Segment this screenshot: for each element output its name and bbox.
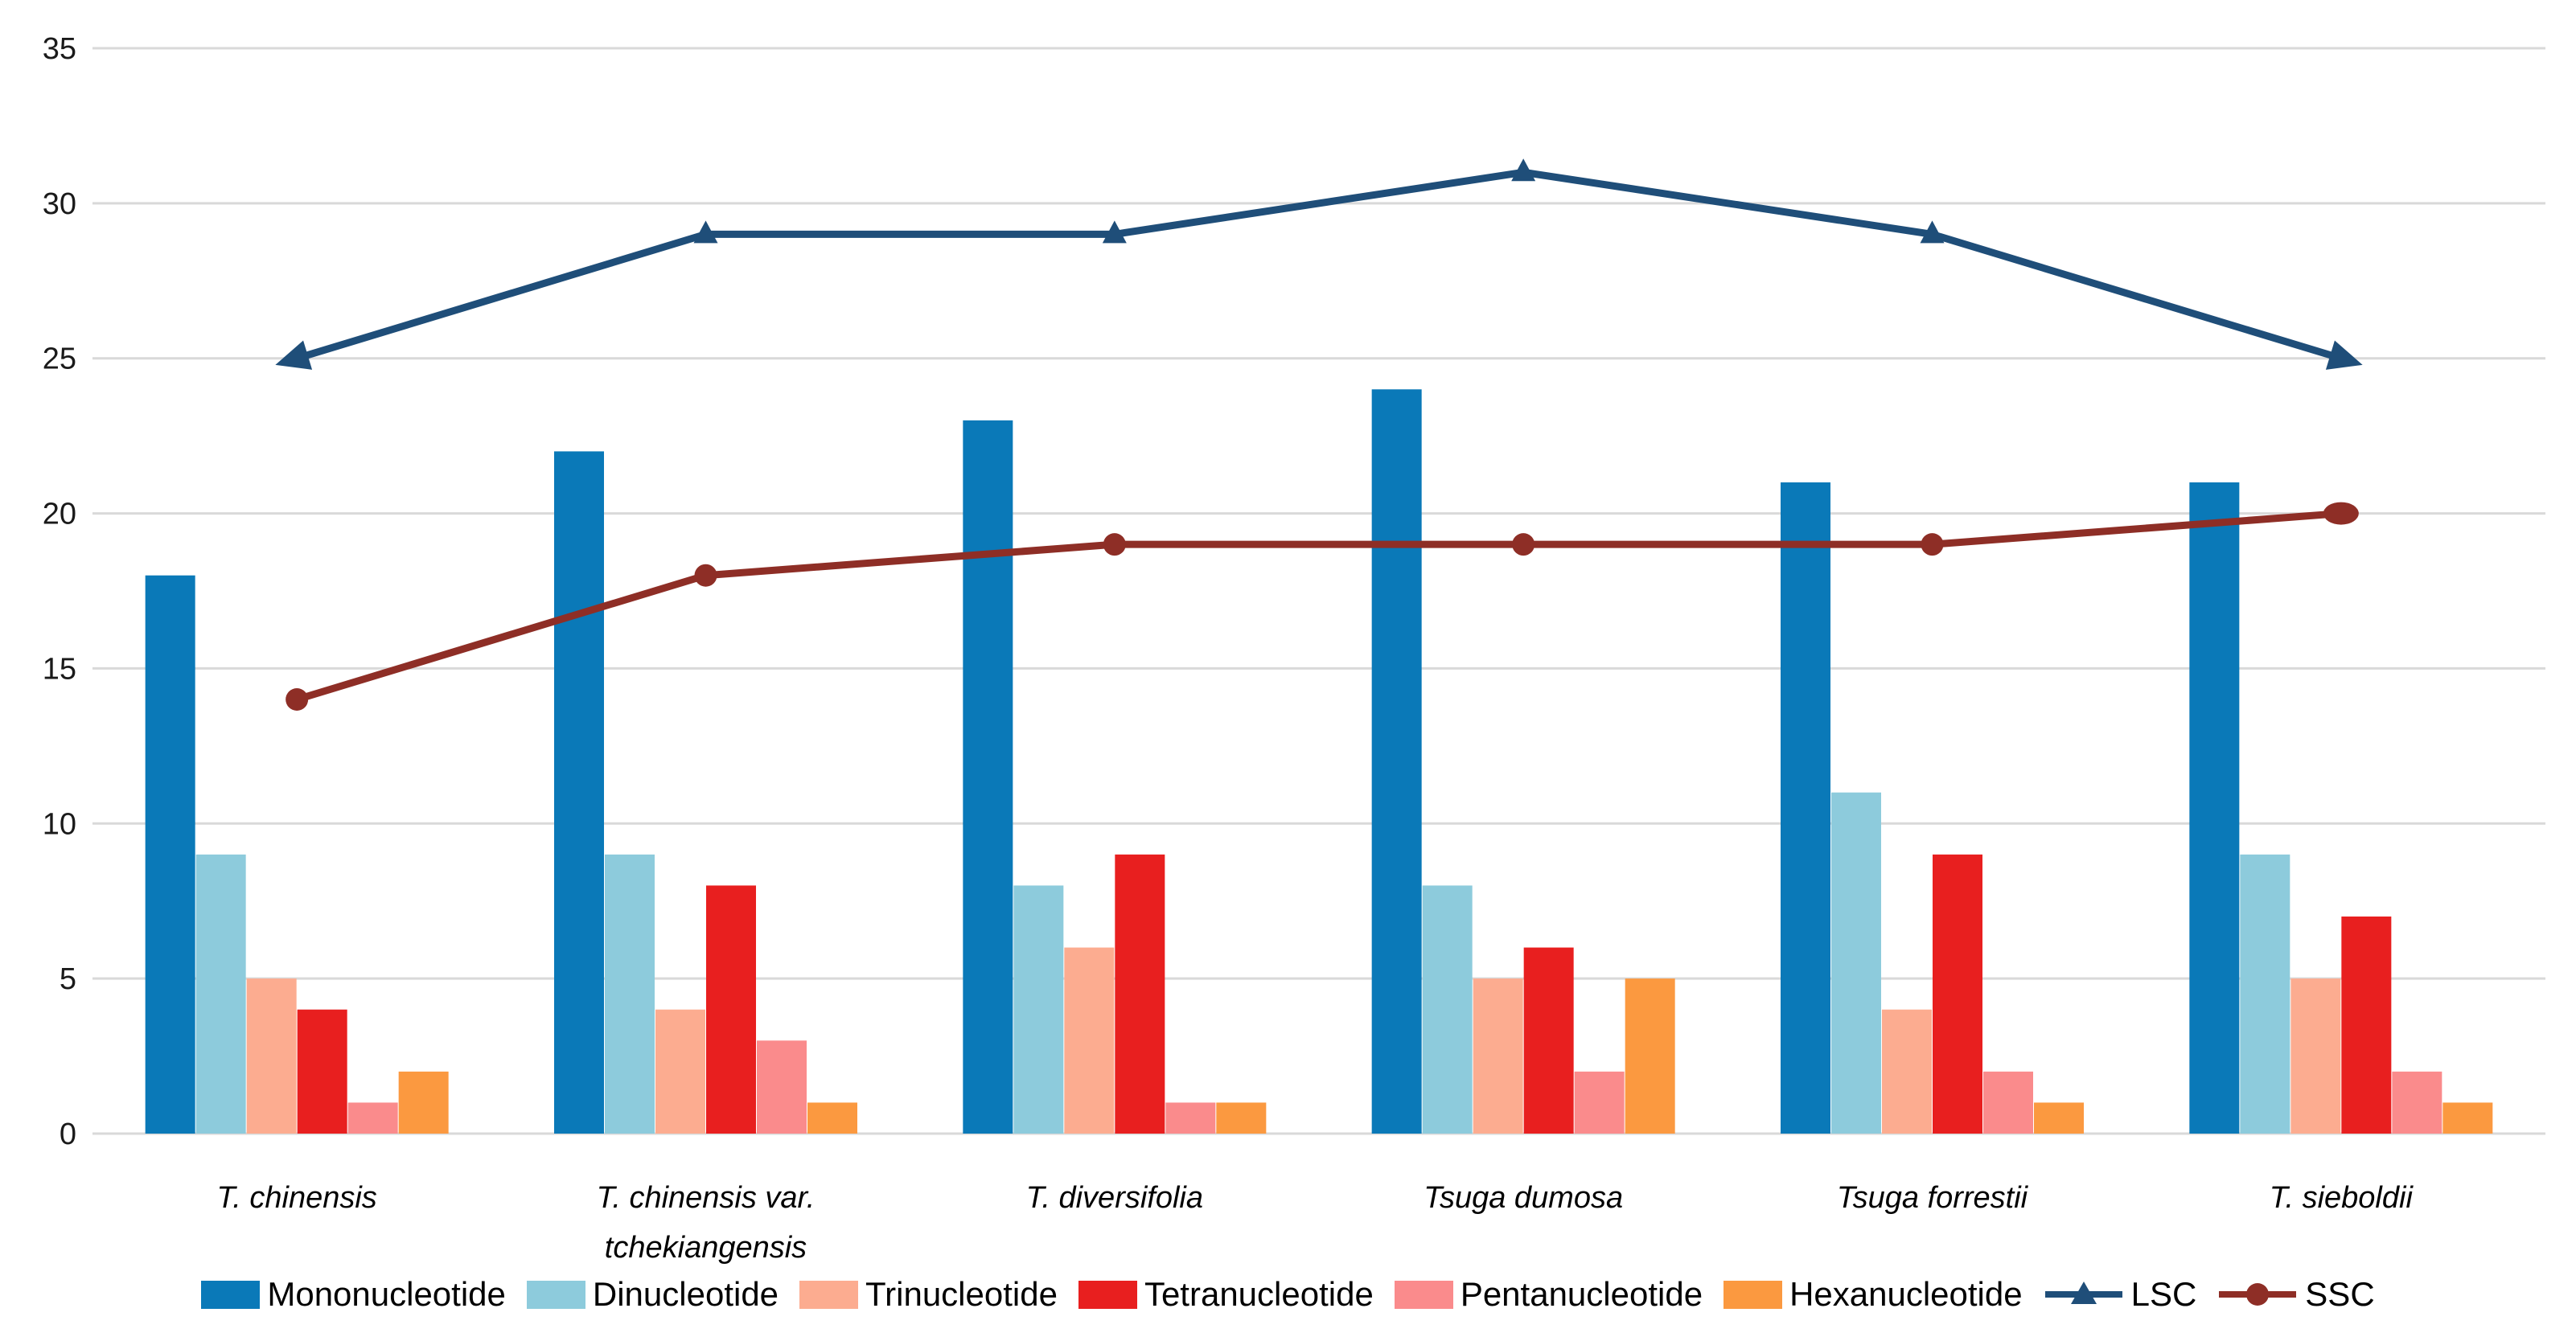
bar-dinucleotide xyxy=(1422,885,1473,1134)
bar-mononucleotide xyxy=(963,420,1013,1134)
category-label: Tsuga dumosa xyxy=(1424,1181,1623,1215)
bar-hexanucleotide xyxy=(1216,1102,1267,1134)
y-axis-tick-labels: 0 5 10 15 20 25 30 35 xyxy=(43,32,76,1151)
line-series xyxy=(275,158,2363,711)
bar-groups xyxy=(145,389,2493,1134)
lsc-end-arrow xyxy=(2325,340,2363,370)
bar-mononucleotide xyxy=(1781,482,1830,1134)
ssc-end-marker xyxy=(2323,502,2359,525)
bar-pentanucleotide xyxy=(1165,1102,1216,1134)
legend-label: Hexanucleotide xyxy=(1789,1275,2023,1313)
legend-swatch xyxy=(526,1280,585,1309)
legend-label: Trinucleotide xyxy=(865,1275,1058,1313)
bar-trinucleotide xyxy=(246,978,297,1134)
chart-legend: Mononucleotide Dinucleotide Trinucleotide T… xyxy=(0,1277,2576,1312)
legend-item-ssc: SSC xyxy=(2217,1275,2375,1313)
y-tick-label: 10 xyxy=(43,807,76,841)
bar-tetranucleotide xyxy=(2341,917,2392,1134)
legend-label: SSC xyxy=(2305,1275,2375,1313)
legend-label: Tetranucleotide xyxy=(1144,1275,1374,1313)
bar-hexanucleotide xyxy=(1625,978,1675,1134)
bar-hexanucleotide xyxy=(2442,1102,2493,1134)
ssc-marker xyxy=(1921,533,1944,556)
legend-label: Dinucleotide xyxy=(592,1275,779,1313)
bar-pentanucleotide xyxy=(2392,1071,2442,1134)
bar-mononucleotide xyxy=(2189,482,2240,1134)
ssc-line xyxy=(295,510,2342,703)
lsc-end-arrow xyxy=(275,340,313,370)
bar-trinucleotide xyxy=(1064,947,1115,1134)
y-tick-label: 15 xyxy=(43,652,76,686)
bar-mononucleotide xyxy=(145,575,195,1134)
y-tick-label: 25 xyxy=(43,342,76,376)
legend-lsc-marker-icon xyxy=(2044,1282,2122,1304)
bar-dinucleotide xyxy=(2240,854,2290,1134)
category-label: T. chinensis var. tchekiangensis xyxy=(597,1181,816,1265)
y-tick-label: 5 xyxy=(60,962,76,996)
legend-label: Mononucleotide xyxy=(267,1275,506,1313)
bar-mononucleotide xyxy=(554,451,604,1134)
bar-pentanucleotide xyxy=(1983,1071,2033,1134)
legend-label: LSC xyxy=(2130,1275,2197,1313)
bar-pentanucleotide xyxy=(757,1040,807,1134)
category-label: Tsuga forrestii xyxy=(1837,1181,2029,1215)
lsc-marker xyxy=(1511,158,1536,182)
bar-tetranucleotide xyxy=(297,1009,347,1134)
gridlines xyxy=(92,47,2545,1135)
lsc-line xyxy=(295,168,2343,363)
y-tick-label: 0 xyxy=(60,1118,76,1151)
legend-swatch xyxy=(1394,1280,1453,1309)
bar-trinucleotide xyxy=(1473,978,1523,1134)
y-tick-label: 35 xyxy=(43,32,76,66)
bar-pentanucleotide xyxy=(347,1102,398,1134)
ssc-marker xyxy=(1512,533,1535,556)
bar-dinucleotide xyxy=(1831,792,1881,1134)
y-tick-label: 20 xyxy=(43,498,76,531)
lsc-marker xyxy=(1102,220,1127,244)
category-label: T. chinensis xyxy=(217,1181,377,1215)
ssc-marker xyxy=(286,688,309,711)
bar-trinucleotide xyxy=(1882,1009,1932,1134)
legend-swatch xyxy=(799,1280,859,1309)
lsc-marker xyxy=(693,220,718,244)
bar-pentanucleotide xyxy=(1574,1071,1625,1134)
bar-hexanucleotide xyxy=(398,1071,449,1134)
bar-hexanucleotide xyxy=(2034,1102,2084,1134)
legend-item-pentanucleotide: Pentanucleotide xyxy=(1394,1275,1703,1313)
bar-tetranucleotide xyxy=(1933,854,1982,1134)
bar-trinucleotide xyxy=(2290,978,2341,1134)
legend-swatch xyxy=(201,1280,261,1309)
lsc-marker xyxy=(1920,220,1945,244)
x-axis-category-labels: T. chinensis T. chinensis var. tchekiangen… xyxy=(217,1181,2414,1265)
bar-tetranucleotide xyxy=(706,885,756,1134)
legend-swatch xyxy=(1078,1280,1137,1309)
bar-trinucleotide xyxy=(655,1009,705,1134)
legend-label: Pentanucleotide xyxy=(1460,1275,1703,1313)
legend-item-mononucleotide: Mononucleotide xyxy=(201,1278,506,1311)
legend-item-trinucleotide: Trinucleotide xyxy=(799,1278,1058,1311)
category-label: T. diversifolia xyxy=(1026,1181,1203,1215)
bar-hexanucleotide xyxy=(807,1102,857,1134)
bar-dinucleotide xyxy=(195,854,246,1134)
bar-tetranucleotide xyxy=(1115,854,1165,1134)
legend-swatch xyxy=(1723,1280,1783,1309)
legend-item-lsc: LSC xyxy=(2044,1275,2197,1313)
bar-mononucleotide xyxy=(1371,389,1422,1134)
legend-ssc-marker-icon xyxy=(2219,1283,2297,1306)
ssc-marker xyxy=(694,564,717,587)
bar-dinucleotide xyxy=(1013,885,1064,1134)
y-tick-label: 30 xyxy=(43,187,76,221)
legend-item-tetranucleotide: Tetranucleotide xyxy=(1078,1278,1374,1311)
legend-item-dinucleotide: Dinucleotide xyxy=(526,1275,779,1313)
category-label: T. sieboldii xyxy=(2270,1181,2414,1215)
legend-item-hexanucleotide: Hexanucleotide xyxy=(1723,1278,2023,1311)
bar-dinucleotide xyxy=(605,854,655,1134)
bar-tetranucleotide xyxy=(1523,947,1574,1134)
ssc-marker xyxy=(1103,533,1126,556)
